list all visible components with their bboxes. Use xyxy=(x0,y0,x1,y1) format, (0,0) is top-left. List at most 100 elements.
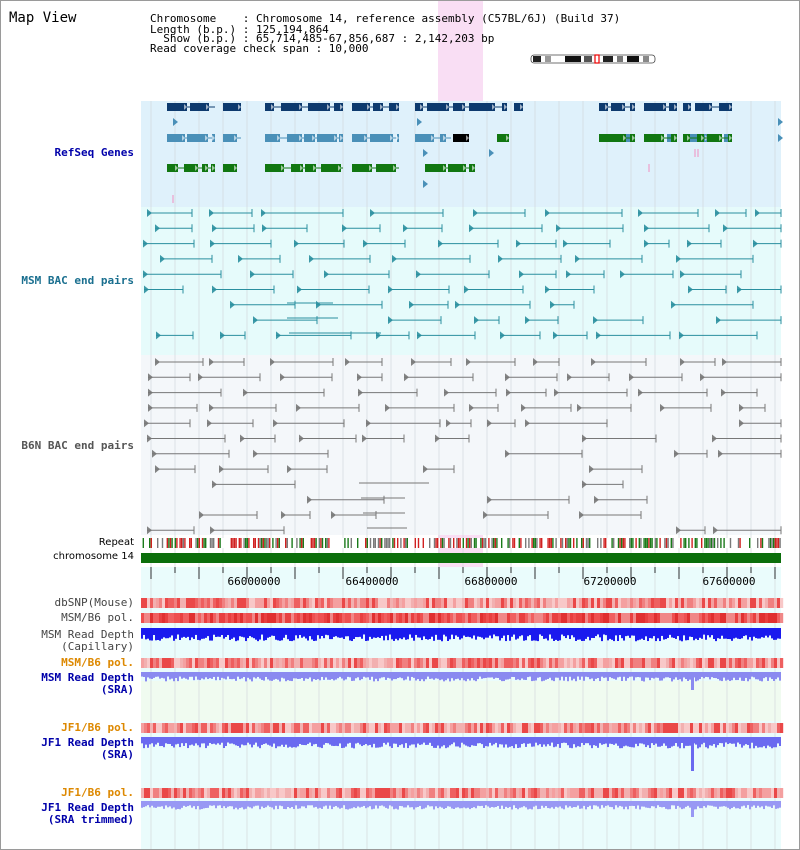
depth-bar xyxy=(581,672,583,677)
depth-bar xyxy=(451,737,453,745)
repeat-element xyxy=(453,538,455,548)
depth-bar xyxy=(729,672,731,682)
depth-bar xyxy=(269,801,271,807)
repeat-element xyxy=(261,538,263,548)
heat-cell xyxy=(213,723,217,733)
depth-bar xyxy=(493,672,495,679)
strand-arrow xyxy=(729,104,732,110)
heat-cell xyxy=(423,598,427,608)
depth-bar xyxy=(415,737,417,748)
heat-cell xyxy=(702,598,706,608)
depth-bar xyxy=(165,737,167,744)
depth-bar xyxy=(391,801,393,807)
heat-cell xyxy=(360,658,364,668)
depth-bar xyxy=(307,801,309,806)
strand-arrow xyxy=(299,104,302,110)
strand-arrow xyxy=(340,135,343,141)
depth-bar xyxy=(481,672,483,679)
depth-bar xyxy=(365,801,367,809)
repeat-element xyxy=(406,538,408,548)
bac-end xyxy=(198,373,203,382)
depth-bar xyxy=(667,737,669,749)
depth-bar xyxy=(581,737,583,743)
heat-cell xyxy=(195,788,199,798)
repeat-element xyxy=(377,538,380,548)
depth-bar xyxy=(635,737,637,744)
heat-cell xyxy=(492,723,496,733)
heat-cell xyxy=(255,658,259,668)
repeat-element xyxy=(150,538,152,548)
heat-cell xyxy=(663,613,667,623)
track-label-refseq[interactable]: RefSeq Genes xyxy=(54,146,134,159)
heat-cell xyxy=(423,658,427,668)
track-label-msm-bac[interactable]: MSM BAC end pairs xyxy=(21,274,134,287)
heat-cell xyxy=(711,788,715,798)
heat-cell xyxy=(306,658,310,668)
heat-cell xyxy=(426,658,430,668)
depth-bar xyxy=(549,737,551,746)
depth-bar xyxy=(331,737,333,746)
heat-cell xyxy=(195,658,199,668)
depth-bar xyxy=(279,628,281,641)
heat-cell xyxy=(474,598,478,608)
heat-cell xyxy=(354,613,358,623)
heat-cell xyxy=(504,788,508,798)
heat-cell xyxy=(543,658,547,668)
heat-cell xyxy=(522,613,526,623)
depth-bar xyxy=(369,628,371,637)
heat-cell xyxy=(294,598,298,608)
depth-bar xyxy=(541,628,543,636)
depth-bar xyxy=(285,801,287,810)
depth-bar xyxy=(325,628,327,635)
heat-cell xyxy=(432,723,436,733)
heat-cell xyxy=(609,788,613,798)
heat-cell xyxy=(573,598,577,608)
bac-end xyxy=(143,239,148,248)
heat-cell xyxy=(615,598,619,608)
depth-bar xyxy=(217,628,219,637)
heat-cell xyxy=(597,723,601,733)
heat-cell xyxy=(339,788,343,798)
depth-bar xyxy=(507,737,509,748)
depth-bar xyxy=(345,801,347,810)
depth-bar xyxy=(423,628,425,637)
depth-bar xyxy=(361,672,363,680)
chromosome-ideogram[interactable] xyxy=(529,53,659,65)
heat-cell xyxy=(339,723,343,733)
heat-cell xyxy=(147,658,151,668)
depth-bar xyxy=(155,801,157,808)
heat-cell xyxy=(693,613,697,623)
heat-cell xyxy=(627,788,631,798)
heat-cell xyxy=(510,598,514,608)
gene-exon xyxy=(427,103,449,111)
bac-end xyxy=(644,224,649,233)
gene-exon xyxy=(287,134,302,142)
heat-cell xyxy=(504,723,508,733)
depth-bar xyxy=(501,737,503,745)
depth-bar xyxy=(615,672,617,680)
track-label-b6n-bac[interactable]: B6N BAC end pairs xyxy=(21,439,134,452)
depth-bar xyxy=(227,672,229,677)
heat-cell xyxy=(402,613,406,623)
repeat-element xyxy=(654,538,656,548)
depth-bar xyxy=(633,628,635,636)
depth-bar xyxy=(519,737,521,748)
heat-cell xyxy=(318,723,322,733)
heat-cell xyxy=(726,598,730,608)
bac-end xyxy=(593,316,598,325)
bac-end xyxy=(199,511,204,519)
bac-end xyxy=(589,465,594,474)
depth-bar xyxy=(677,628,679,637)
depth-bar xyxy=(343,737,345,748)
bac-end xyxy=(591,358,596,366)
depth-bar xyxy=(173,801,175,808)
depth-bar xyxy=(443,737,445,746)
heat-cell xyxy=(552,598,556,608)
depth-bar xyxy=(437,801,439,809)
heat-cell xyxy=(633,658,637,668)
depth-bar xyxy=(427,801,429,806)
heat-cell xyxy=(264,598,268,608)
heat-cell xyxy=(738,613,742,623)
heat-cell xyxy=(642,658,646,668)
